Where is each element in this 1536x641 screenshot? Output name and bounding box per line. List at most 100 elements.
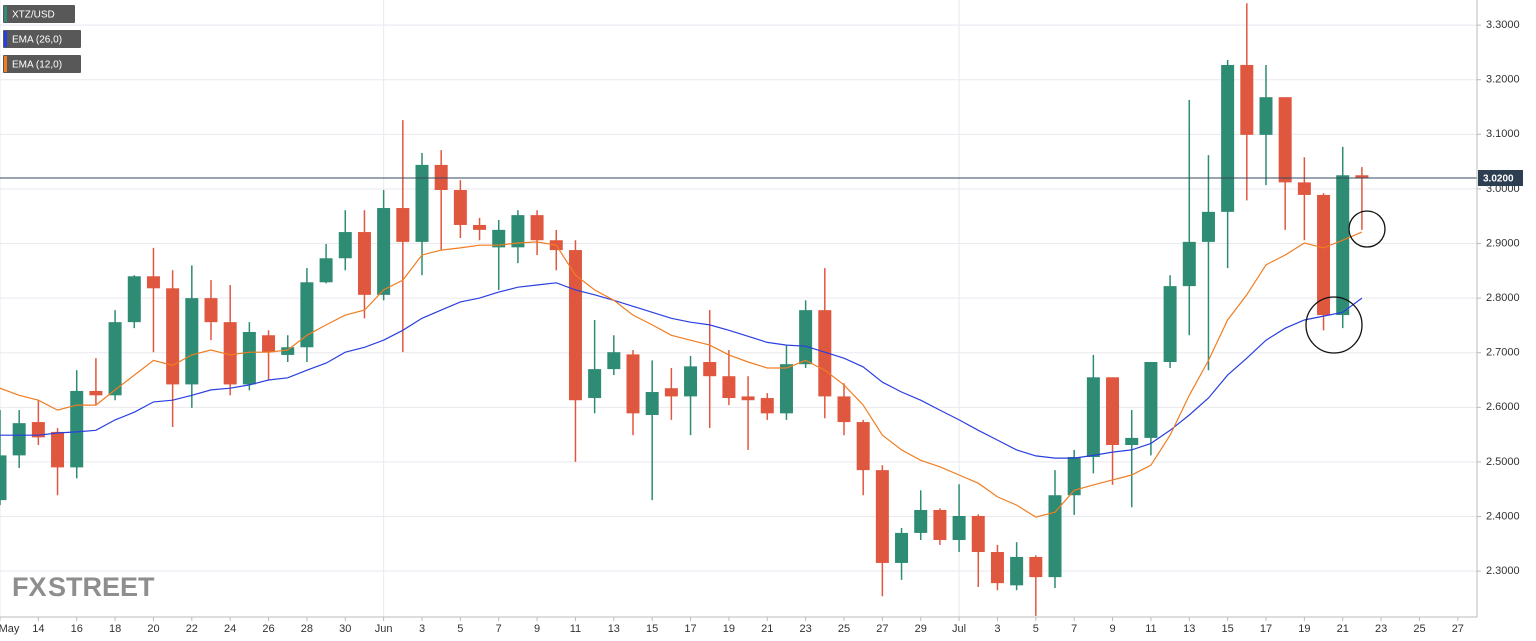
candle-body: [223, 322, 237, 385]
candle-body: [645, 392, 659, 415]
y-tick-label: 2.6000: [1486, 401, 1520, 413]
candle-body: [511, 215, 525, 248]
legend-label: EMA (12,0): [12, 60, 62, 71]
legend-swatch: [4, 56, 7, 72]
candle-body: [12, 423, 26, 456]
candle-body: [722, 376, 736, 399]
last-price-label: 3.0200: [1483, 174, 1514, 185]
watermark: FX: [12, 572, 47, 602]
candle-body: [779, 364, 793, 414]
x-tick-label: 26: [262, 623, 274, 635]
x-tick-label: 30: [339, 623, 351, 635]
candle-body: [818, 310, 832, 397]
x-tick-label: 22: [186, 623, 198, 635]
candle-body: [319, 258, 333, 283]
candle-body: [837, 396, 851, 423]
legend-box: [3, 30, 81, 48]
x-tick-label: 19: [1298, 623, 1310, 635]
candle-body: [664, 388, 678, 397]
candle-body: [166, 288, 180, 385]
legend-swatch: [4, 6, 7, 22]
candle-body: [588, 369, 602, 399]
candle-body: [242, 331, 256, 385]
candle-body: [338, 232, 352, 259]
candle-body: [1221, 64, 1235, 212]
x-tick-label: 21: [1337, 623, 1349, 635]
y-tick-label: 3.3000: [1486, 19, 1520, 31]
x-tick-label: May: [0, 623, 20, 635]
x-tick-label: 23: [1375, 623, 1387, 635]
x-tick-label: 11: [570, 623, 581, 635]
candle-body: [933, 509, 947, 541]
candle-body: [453, 190, 467, 225]
x-tick-label: 25: [1413, 623, 1425, 635]
x-tick-label: 13: [608, 623, 620, 635]
last-price-box: [1478, 170, 1523, 187]
ema-line: [0, 231, 1363, 518]
candle-body: [396, 208, 410, 242]
candle-body: [626, 354, 640, 414]
candle-body: [1163, 286, 1177, 363]
x-tick-label: Jun: [375, 623, 393, 635]
legend-label: XTZ/USD: [12, 10, 55, 21]
x-tick-label: 14: [32, 623, 44, 635]
x-tick-label: Jul: [952, 623, 966, 635]
y-tick-label: 2.9000: [1486, 237, 1520, 249]
x-tick-label: 27: [1452, 623, 1464, 635]
legend-box: [3, 5, 75, 23]
candle-body: [377, 208, 391, 295]
candle-body: [434, 164, 448, 191]
annotation-circle: [1348, 210, 1386, 248]
candle-body: [1106, 377, 1120, 446]
candle-body: [1317, 194, 1331, 316]
candle-body: [357, 232, 371, 295]
y-tick-label: 3.1000: [1486, 128, 1520, 140]
candle-body: [1355, 175, 1369, 179]
candle-body: [0, 455, 7, 501]
x-tick-label: 28: [301, 623, 313, 635]
x-tick-label: 17: [684, 623, 696, 635]
candle-body: [990, 552, 1004, 584]
candle-body: [473, 224, 487, 230]
candle-body: [952, 515, 966, 541]
candle-body: [607, 352, 621, 370]
candle-body: [1029, 556, 1043, 578]
candle-body: [51, 431, 65, 468]
x-tick-label: 5: [1033, 623, 1039, 635]
candle-body: [31, 422, 45, 438]
x-tick-label: 23: [800, 623, 812, 635]
candle-body: [1144, 362, 1158, 438]
candle-body: [741, 396, 755, 401]
candle-body: [530, 215, 544, 241]
candle-body: [70, 390, 84, 468]
candle-body: [262, 335, 276, 353]
y-tick-label: 2.7000: [1486, 347, 1520, 359]
y-tick-label: 2.4000: [1486, 510, 1520, 522]
x-tick-label: 15: [646, 623, 658, 635]
x-tick-label: 3: [994, 623, 1000, 635]
annotation-circle: [1305, 296, 1363, 354]
x-tick-label: 25: [838, 623, 850, 635]
y-tick-label: 2.8000: [1486, 292, 1520, 304]
candle-body: [108, 322, 122, 396]
candle-body: [799, 310, 813, 365]
candle-body: [684, 366, 698, 397]
candle-body: [875, 470, 889, 563]
candle-body: [492, 229, 506, 248]
x-tick-label: 7: [496, 623, 502, 635]
x-tick-label: 27: [876, 623, 888, 635]
candle-body: [1201, 211, 1215, 242]
candle-body: [1086, 377, 1100, 458]
legend-box: [3, 55, 81, 73]
x-tick-label: 19: [723, 623, 735, 635]
candle-body: [1010, 556, 1024, 586]
x-tick-label: 21: [761, 623, 773, 635]
x-tick-label: 11: [1145, 623, 1156, 635]
candle-body: [300, 282, 314, 348]
x-tick-label: 24: [224, 623, 236, 635]
legend-swatch: [4, 31, 7, 47]
candle-body: [1182, 241, 1196, 287]
candle-body: [914, 509, 928, 533]
candle-body: [1259, 97, 1273, 135]
